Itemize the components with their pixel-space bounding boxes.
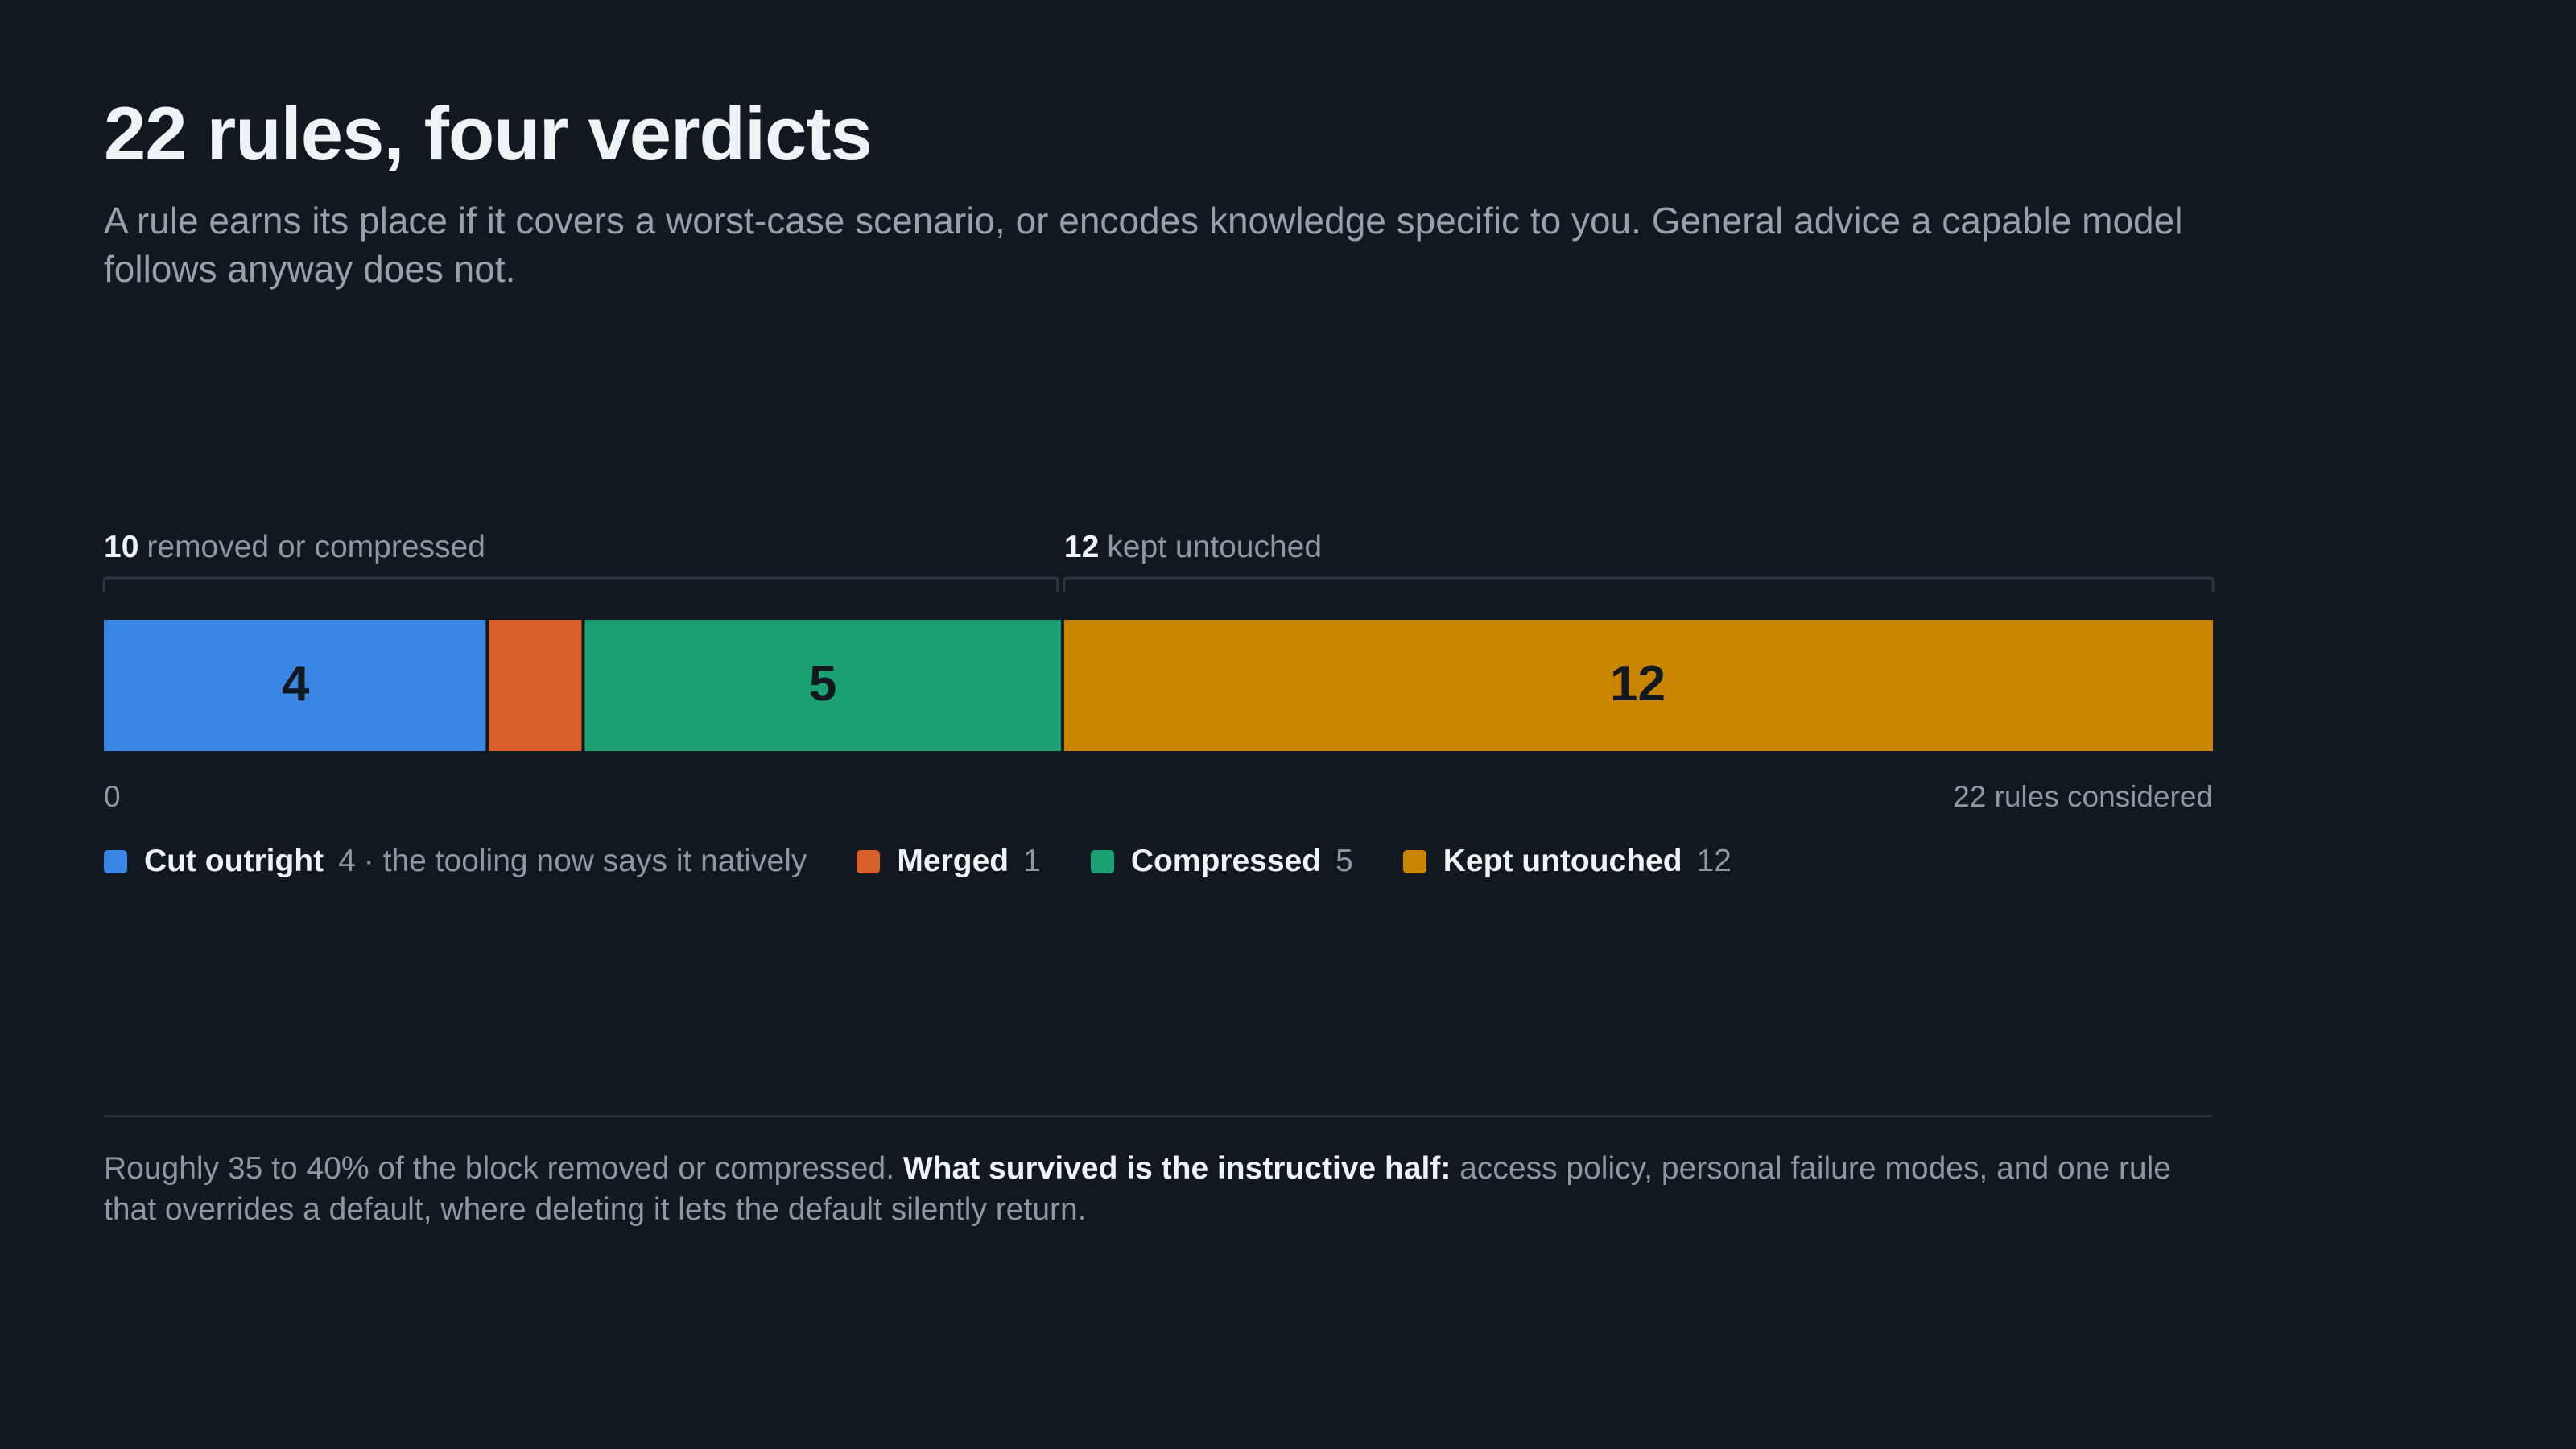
- x-tick-label: 0: [104, 780, 121, 813]
- legend-value: 5: [1335, 844, 1353, 878]
- divider: [104, 1115, 2213, 1117]
- footnote-part: access policy, personal failure modes, a…: [104, 1151, 2171, 1227]
- legend-value: 4: [338, 844, 356, 878]
- group-label: 10 removed or compressed: [104, 530, 485, 564]
- legend-name: Merged: [897, 844, 1009, 878]
- legend-item: Kept untouched 12: [1402, 844, 1732, 879]
- group-text: removed or compressed: [147, 530, 485, 564]
- group-label: 12 kept untouched: [1064, 530, 1322, 564]
- group-value: 10: [104, 530, 138, 564]
- footnote-part: Roughly 35 to 40% of the block removed o…: [104, 1151, 903, 1186]
- legend-item: Merged 1: [857, 844, 1041, 879]
- bar-segment: [583, 620, 1063, 751]
- legend-swatch: [1402, 849, 1426, 873]
- footnote: Roughly 35 to 40% of the block removed o…: [104, 1148, 2213, 1230]
- bar-segment: [104, 620, 488, 751]
- legend: Cut outright 4 · the tooling now says it n…: [104, 844, 1781, 879]
- legend-name: Cut outright: [144, 844, 324, 878]
- footnote-part: What survived is the instructive half:: [902, 1151, 1451, 1186]
- legend-value: 1: [1023, 844, 1041, 878]
- group-text: kept untouched: [1107, 530, 1322, 564]
- legend-swatch: [104, 849, 127, 873]
- legend-name: Compressed: [1130, 844, 1322, 878]
- legend-item: Cut outright 4 · the tooling now says it n…: [104, 844, 807, 879]
- group-bracket: [1063, 576, 2215, 592]
- legend-value: 12: [1696, 844, 1732, 878]
- legend-note: · the tooling now says it natively: [363, 844, 807, 878]
- group-value: 12: [1064, 530, 1099, 564]
- chart-subtitle: A rule earns its place if it covers a wo…: [104, 200, 2183, 290]
- bar-segment: [1062, 620, 2213, 751]
- data-label: 12: [1610, 656, 1666, 712]
- chart-title: 22 rules, four verdicts: [104, 91, 873, 175]
- legend-name: Kept untouched: [1443, 844, 1682, 878]
- legend-item: Compressed 5: [1090, 844, 1353, 879]
- x-tick-label: 22 rules considered: [1953, 780, 2213, 813]
- data-label: 4: [282, 656, 310, 712]
- data-label: 5: [809, 656, 836, 712]
- bar-segment: [487, 620, 584, 751]
- legend-swatch: [857, 849, 881, 873]
- legend-swatch: [1090, 849, 1114, 873]
- group-bracket: [102, 576, 1059, 592]
